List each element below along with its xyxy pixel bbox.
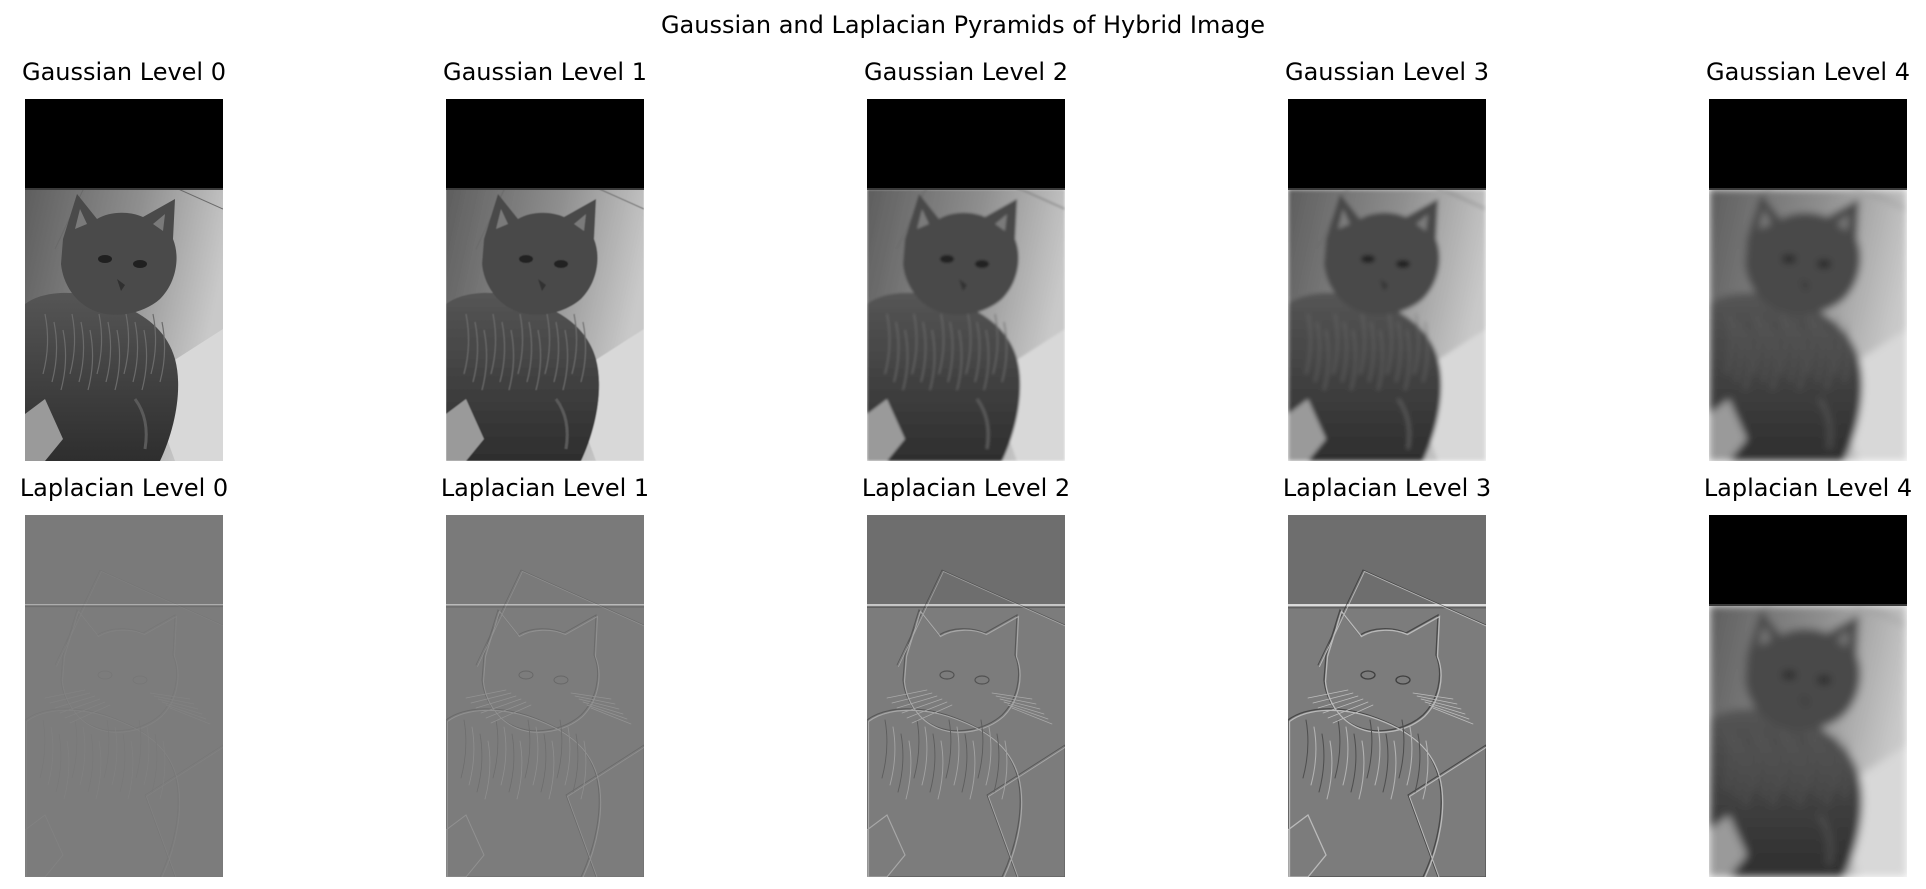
- laplacian-panel-2-title: Laplacian Level 2: [861, 474, 1071, 502]
- laplacian-level-4-image: [1709, 515, 1907, 877]
- laplacian-panel-4-title: Laplacian Level 4: [1703, 474, 1913, 502]
- gaussian-panel-2: Gaussian Level 2: [864, 58, 1068, 461]
- gaussian-level-4-image: [1709, 99, 1907, 461]
- gaussian-panel-4: Gaussian Level 4: [1706, 58, 1910, 461]
- laplacian-panel-1-title: Laplacian Level 1: [440, 474, 650, 502]
- gaussian-panel-2-title: Gaussian Level 2: [864, 58, 1068, 86]
- gaussian-level-1-image: [446, 99, 644, 461]
- gaussian-panel-1-title: Gaussian Level 1: [443, 58, 647, 86]
- gaussian-panel-0: Gaussian Level 0: [22, 58, 226, 461]
- gaussian-level-3-image: [1288, 99, 1486, 461]
- laplacian-panel-4: Laplacian Level 4: [1704, 474, 1912, 877]
- laplacian-level-0-image: [25, 515, 223, 877]
- gaussian-panel-3-title: Gaussian Level 3: [1285, 58, 1489, 86]
- gaussian-panel-4-title: Gaussian Level 4: [1706, 58, 1910, 86]
- laplacian-level-3-image: [1288, 515, 1486, 877]
- laplacian-panel-2: Laplacian Level 2: [862, 474, 1070, 877]
- laplacian-panel-1: Laplacian Level 1: [441, 474, 649, 877]
- gaussian-panel-1: Gaussian Level 1: [443, 58, 647, 461]
- gaussian-level-2-image: [867, 99, 1065, 461]
- laplacian-level-1-image: [446, 515, 644, 877]
- laplacian-level-2-image: [867, 515, 1065, 877]
- laplacian-panel-0: Laplacian Level 0: [20, 474, 228, 877]
- gaussian-panel-3: Gaussian Level 3: [1285, 58, 1489, 461]
- laplacian-panel-3: Laplacian Level 3: [1283, 474, 1491, 877]
- gaussian-panel-0-title: Gaussian Level 0: [22, 58, 226, 86]
- laplacian-panel-3-title: Laplacian Level 3: [1282, 474, 1492, 502]
- gaussian-level-0-image: [25, 99, 223, 461]
- figure-title: Gaussian and Laplacian Pyramids of Hybri…: [660, 11, 1266, 39]
- laplacian-panel-0-title: Laplacian Level 0: [19, 474, 229, 502]
